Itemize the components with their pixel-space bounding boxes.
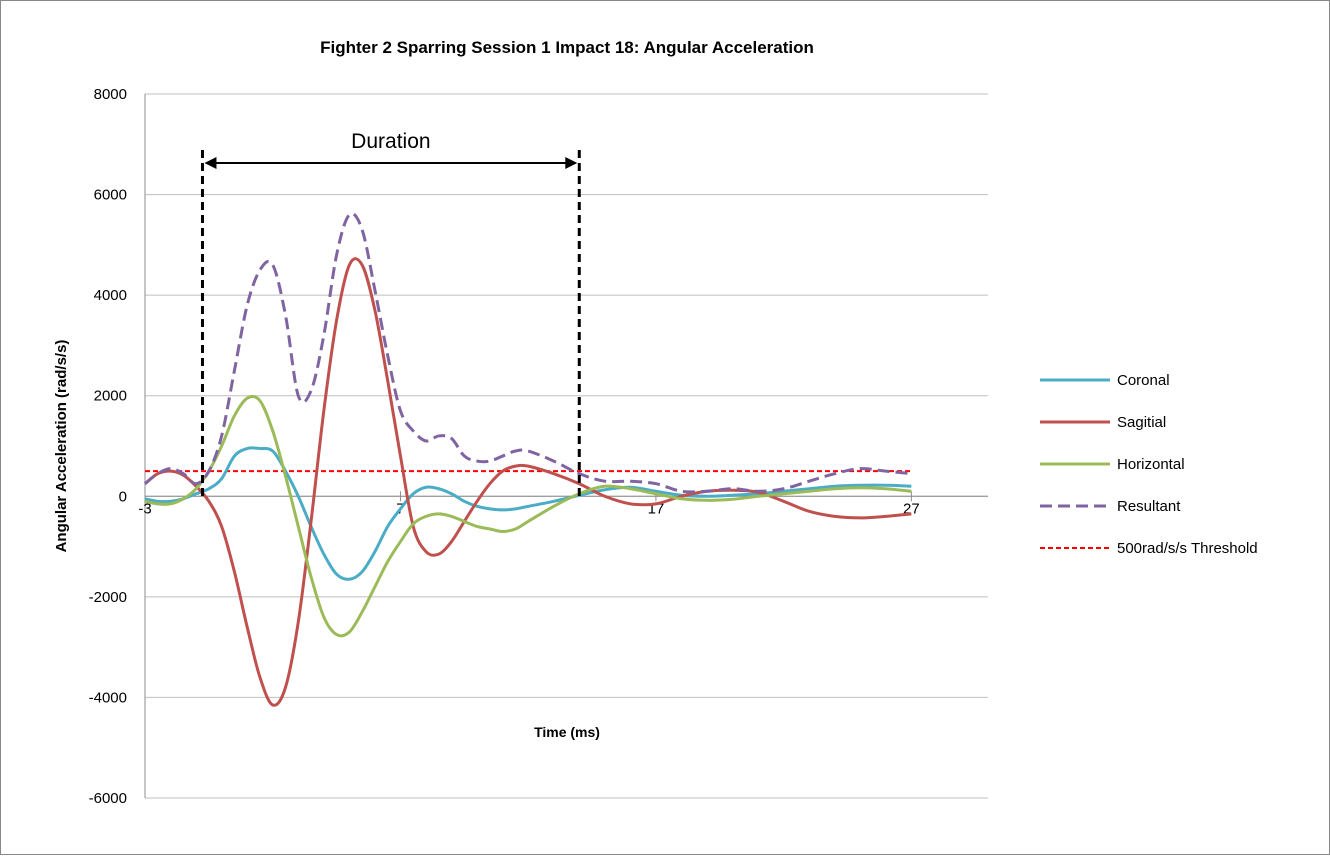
y-tick-label: 2000 xyxy=(94,388,127,405)
y-tick-label: 0 xyxy=(119,488,127,505)
legend-label: Horizontal xyxy=(1117,456,1185,473)
x-axis-label: Time (ms) xyxy=(534,724,600,740)
legend-label: 500rad/s/s Threshold xyxy=(1117,540,1258,557)
y-tick-label: 8000 xyxy=(94,86,127,103)
x-tick-label: -3 xyxy=(138,500,151,517)
y-axis-label: Angular Acceleration (rad/s/s) xyxy=(53,340,70,553)
legend-label: Coronal xyxy=(1117,372,1170,389)
series-line xyxy=(144,257,912,707)
y-tick-label: 6000 xyxy=(94,187,127,204)
duration-label: Duration xyxy=(351,130,430,153)
y-tick-label: -2000 xyxy=(89,589,127,606)
series-line xyxy=(144,212,912,494)
y-tick-label: -6000 xyxy=(89,790,127,807)
legend-label: Sagitial xyxy=(1117,414,1166,431)
arrow-head xyxy=(565,157,578,169)
series-line xyxy=(144,446,912,581)
y-tick-label: 4000 xyxy=(94,287,127,304)
legend-label: Resultant xyxy=(1117,498,1181,515)
y-tick-label: -4000 xyxy=(89,689,127,706)
chart-title: Fighter 2 Sparring Session 1 Impact 18: … xyxy=(320,38,814,57)
arrow-head xyxy=(204,157,217,169)
series-line xyxy=(144,394,912,638)
